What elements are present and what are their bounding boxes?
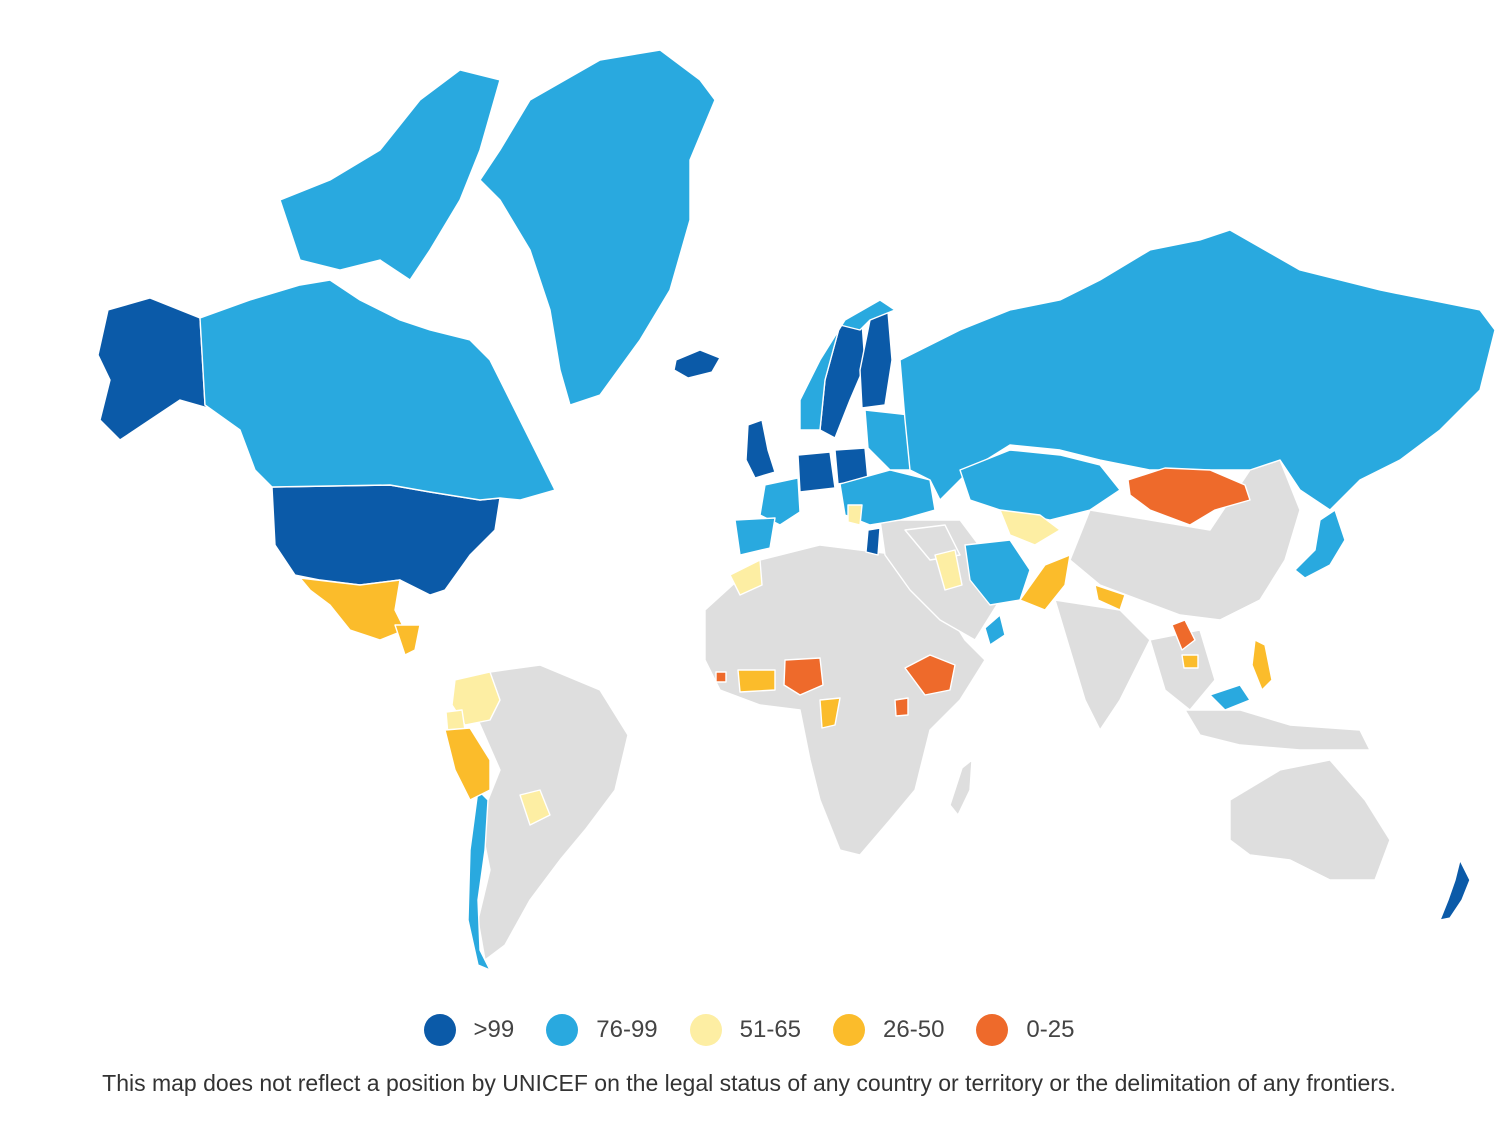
germany xyxy=(797,451,836,493)
congo xyxy=(819,697,841,729)
pakistan xyxy=(1019,554,1071,611)
united-kingdom xyxy=(745,419,776,479)
colombia xyxy=(451,671,501,726)
south-america-nodata xyxy=(477,664,629,961)
map-svg xyxy=(97,49,1496,971)
laos xyxy=(1171,619,1196,651)
finland xyxy=(859,311,893,409)
nigeria xyxy=(783,657,824,696)
south-asia-nodata xyxy=(1054,599,1151,731)
legend-item-0-25: 0-25 xyxy=(976,1014,1074,1046)
legend-swatch xyxy=(689,1014,722,1046)
madagascar-nodata xyxy=(949,759,973,816)
ethiopia xyxy=(904,654,956,696)
paraguay xyxy=(519,789,551,826)
indonesia-nodata xyxy=(1184,709,1371,751)
norway xyxy=(799,299,896,431)
malaysia xyxy=(1209,684,1251,711)
liberia-region xyxy=(715,671,727,683)
legend-label: 0-25 xyxy=(1026,1016,1075,1043)
legend-label: 51-65 xyxy=(739,1016,802,1043)
canadian-arctic-islands xyxy=(279,69,501,281)
no-data-regions xyxy=(477,459,1391,961)
france xyxy=(759,477,801,526)
iraq-west-nodata xyxy=(904,524,961,561)
cambodia xyxy=(1181,654,1199,669)
southeast-asia-nodata xyxy=(1149,629,1216,711)
map-disclaimer: This map does not reflect a position by … xyxy=(102,1070,1396,1096)
peru xyxy=(444,727,491,801)
greece xyxy=(865,527,881,556)
legend-swatch xyxy=(546,1014,579,1046)
new-zealand xyxy=(1439,859,1471,921)
kazakhstan xyxy=(959,449,1121,521)
philippines xyxy=(1251,639,1273,691)
australia-nodata xyxy=(1229,759,1391,881)
ghana-region xyxy=(737,669,776,693)
legend-item-51-65: 51-65 xyxy=(689,1014,802,1046)
world-map xyxy=(97,49,1496,971)
balkans xyxy=(847,504,863,526)
japan xyxy=(1294,509,1346,579)
nepal-region xyxy=(1094,584,1126,611)
legend-item-above-99: >99 xyxy=(423,1014,515,1046)
class-0-25-regions xyxy=(715,467,1251,717)
class-26-50-regions xyxy=(299,554,1273,801)
iceland xyxy=(673,349,721,379)
legend-item-76-99: 76-99 xyxy=(546,1014,658,1046)
iraq xyxy=(934,549,963,591)
class-76-99-regions xyxy=(199,49,1496,971)
morocco xyxy=(729,559,763,596)
chile xyxy=(467,789,491,971)
greenland xyxy=(479,49,716,406)
legend-label: >99 xyxy=(473,1016,515,1043)
oman xyxy=(984,614,1006,646)
legend-label: 26-50 xyxy=(883,1016,945,1043)
legend-item-26-50: 26-50 xyxy=(833,1014,944,1046)
legend: >99 76-99 51-65 26-50 0-25 xyxy=(0,1008,1498,1052)
uganda xyxy=(894,697,909,717)
mongolia xyxy=(1127,467,1251,526)
central-america xyxy=(394,624,421,656)
iberia xyxy=(734,517,776,556)
mexico xyxy=(299,577,406,641)
sweden xyxy=(819,321,866,439)
canada xyxy=(199,279,556,501)
legend-swatch xyxy=(976,1014,1009,1046)
uzbekistan xyxy=(999,509,1061,546)
legend-swatch xyxy=(833,1014,866,1046)
legend-label: 76-99 xyxy=(596,1016,658,1043)
legend-swatch xyxy=(423,1014,456,1046)
